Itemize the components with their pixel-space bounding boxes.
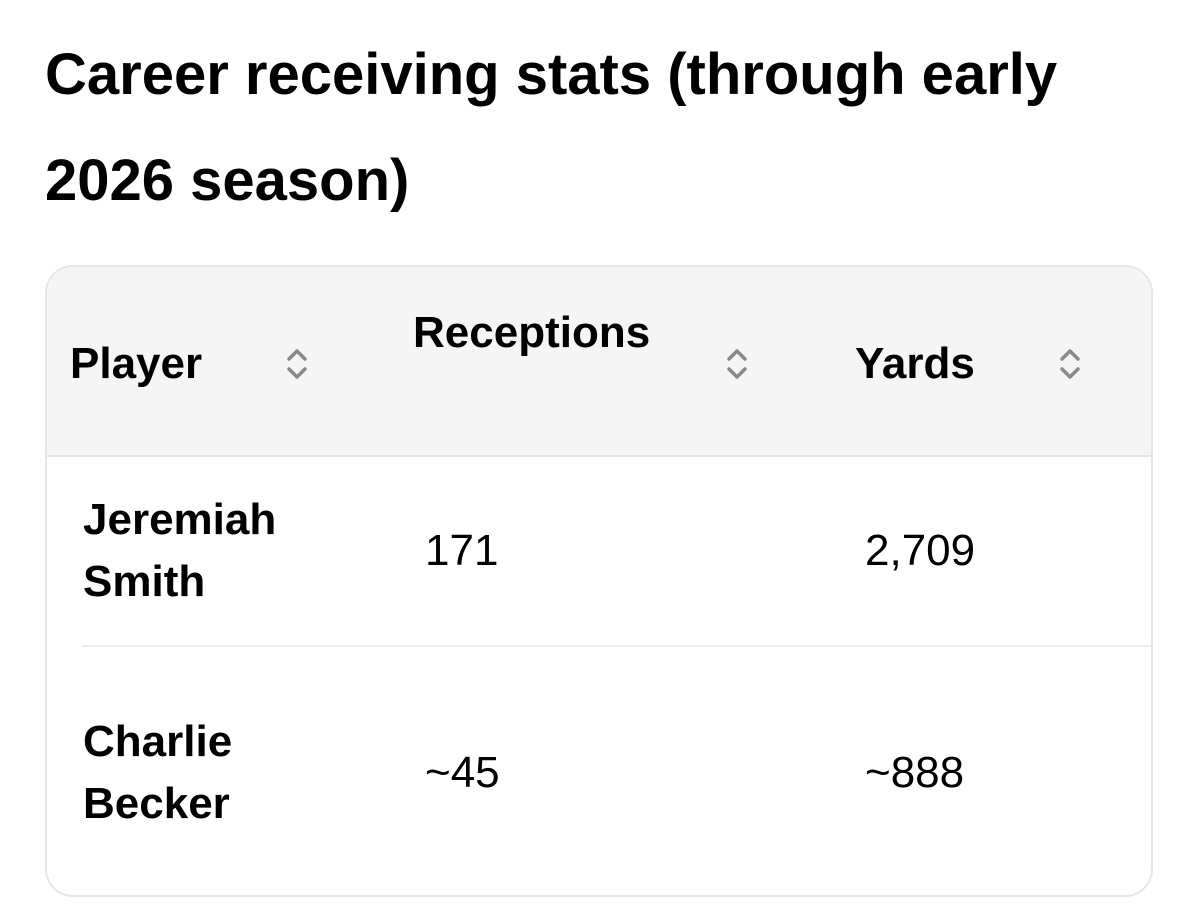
column-header[interactable]: Player [70, 339, 203, 388]
sort-icon[interactable] [725, 344, 749, 384]
player-name: Charlie Becker [83, 717, 233, 828]
table-header [47, 267, 1151, 457]
row-separator [82, 645, 1151, 647]
yards: 2,709 [865, 526, 976, 575]
title: Career receiving stats (through early 20… [45, 42, 1058, 213]
yards: ~888 [865, 748, 965, 797]
table: Player Receptions Yards Jeremiah Smith 1… [45, 265, 1153, 897]
receptions: ~45 [425, 748, 500, 797]
receptions: 171 [425, 526, 499, 575]
player-name: Jeremiah Smith [83, 495, 277, 606]
sort-icon[interactable] [285, 344, 309, 384]
column-header[interactable]: Receptions [413, 308, 651, 357]
sort-icon[interactable] [1058, 344, 1082, 384]
column-header[interactable]: Yards [855, 339, 975, 388]
